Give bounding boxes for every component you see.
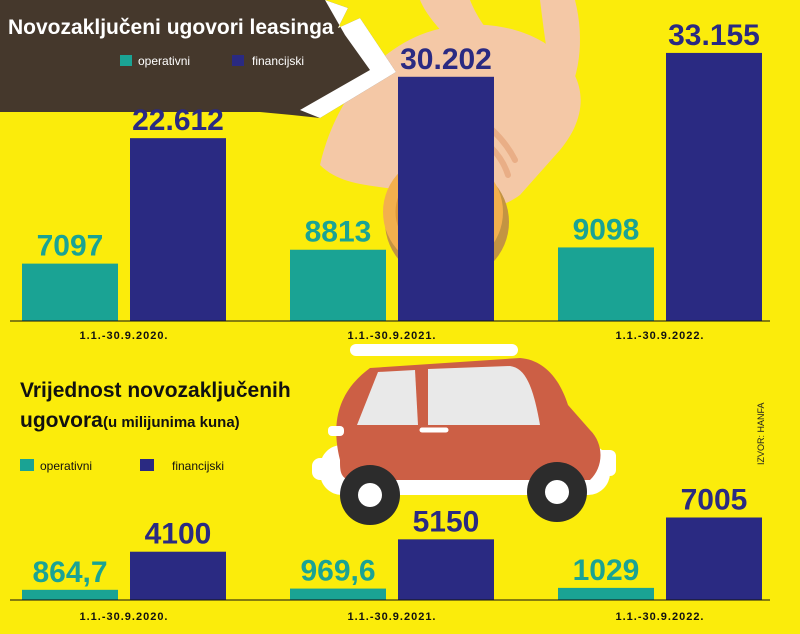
data-label-operativni-1: 7097 bbox=[37, 230, 104, 263]
data-label-operativni-2: 8813 bbox=[305, 216, 372, 249]
legend2-financijski-label: financijski bbox=[172, 459, 224, 473]
bar-financijski-3 bbox=[666, 517, 762, 600]
bar-operativni-2 bbox=[290, 249, 386, 321]
data-label-financijski-3: 33.155 bbox=[668, 19, 760, 52]
sleeve-illustration bbox=[0, 0, 396, 118]
bar-operativni-1 bbox=[22, 589, 118, 600]
chart1-title: Novozaključeni ugovori leasinga bbox=[8, 16, 334, 39]
bar-operativni-3 bbox=[558, 247, 654, 321]
bar-financijski-2 bbox=[398, 539, 494, 600]
chart2-title-line2: ugovora bbox=[20, 409, 103, 432]
bar-operativni-3 bbox=[558, 587, 654, 600]
legend2-financijski-swatch bbox=[140, 459, 154, 471]
bar-operativni-2 bbox=[290, 588, 386, 600]
bar-financijski-1 bbox=[130, 551, 226, 600]
data-label-financijski-1: 4100 bbox=[145, 518, 212, 551]
x-tick-label-1: 1.1.-30.9.2020. bbox=[79, 611, 168, 623]
data-label-operativni-2: 969,6 bbox=[300, 555, 375, 588]
legend-financijski-label: financijski bbox=[252, 54, 304, 68]
car-illustration bbox=[312, 344, 616, 525]
chart2-title: Vrijednost novozaključenih bbox=[20, 379, 291, 402]
x-tick-label-1: 1.1.-30.9.2020. bbox=[79, 330, 168, 342]
x-tick-label-2: 1.1.-30.9.2021. bbox=[347, 330, 436, 342]
chart-contract-value: Vrijednost novozaključenih ugovora (u mi… bbox=[10, 379, 770, 623]
legend-financijski-swatch bbox=[232, 55, 244, 66]
data-label-operativni-1: 864,7 bbox=[32, 556, 107, 589]
legend2-operativni-label: operativni bbox=[40, 459, 92, 473]
bar-financijski-2 bbox=[398, 76, 494, 321]
x-tick-label-3: 1.1.-30.9.2022. bbox=[615, 611, 704, 623]
data-label-financijski-3: 7005 bbox=[681, 483, 748, 516]
x-tick-label-3: 1.1.-30.9.2022. bbox=[615, 330, 704, 342]
bar-operativni-1 bbox=[22, 263, 118, 321]
legend-operativni-swatch bbox=[120, 55, 132, 66]
legend2-operativni-swatch bbox=[20, 459, 34, 471]
data-label-financijski-2: 30.202 bbox=[400, 43, 492, 76]
data-label-operativni-3: 1029 bbox=[573, 554, 640, 587]
data-label-operativni-3: 9098 bbox=[573, 213, 640, 246]
x-tick-label-2: 1.1.-30.9.2021. bbox=[347, 611, 436, 623]
data-label-financijski-1: 22.612 bbox=[132, 104, 224, 137]
source-label: IZVOR: HANFA bbox=[756, 402, 766, 465]
chart2-subtitle: (u milijunima kuna) bbox=[103, 414, 240, 431]
bar-financijski-3 bbox=[666, 52, 762, 321]
data-label-financijski-2: 5150 bbox=[413, 505, 480, 538]
chart-contract-count: Novozaključeni ugovori leasinga operativ… bbox=[8, 16, 770, 342]
bar-financijski-1 bbox=[130, 138, 226, 321]
legend-operativni-label: operativni bbox=[138, 54, 190, 68]
